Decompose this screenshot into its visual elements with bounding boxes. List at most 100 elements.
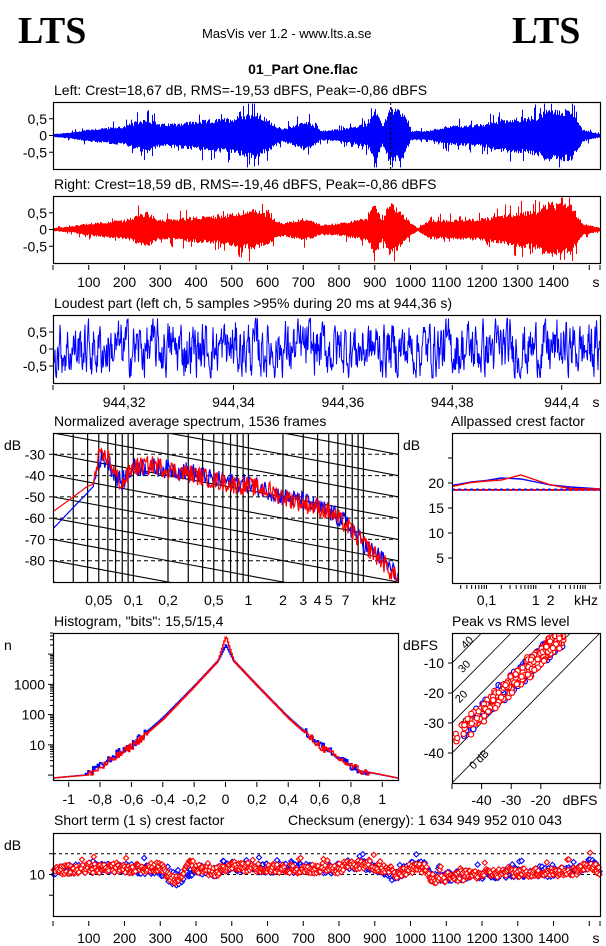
short-term-point-right xyxy=(376,858,384,865)
short-term-point-right xyxy=(297,854,305,862)
histogram-xtick-label: 0,4 xyxy=(278,791,298,807)
short-term-xtick-label: 1300 xyxy=(502,930,533,946)
left-waveform-ytick-label: -0,5 xyxy=(23,144,47,160)
right-waveform-ytick-label: 0,5 xyxy=(28,205,48,221)
peak-rms-point-right xyxy=(481,712,488,719)
peak-rms-point-right xyxy=(512,671,519,678)
peak-rms-point-right xyxy=(543,643,550,650)
spectrum-xtick-label: 0,2 xyxy=(158,592,178,608)
peak-rms-point-right xyxy=(518,673,525,680)
right-waveform-xtick-label: 500 xyxy=(220,274,244,290)
logo-left: LTS xyxy=(18,10,87,52)
peak-vs-rms: 0 dB10203040dBFS-10-20-30-40-40-30-20dBF… xyxy=(403,632,602,808)
spectrum-xlabel: kHz xyxy=(372,592,396,608)
peak-rms-plot: 0 dB10203040 xyxy=(452,633,600,783)
spectrum-xtick-label: 5 xyxy=(325,592,333,608)
short-term-ytick-label: 10 xyxy=(29,867,45,883)
peak-rms-point-right xyxy=(460,730,467,738)
peak-rms-title: Peak vs RMS level xyxy=(452,613,570,629)
short-term-xtick-label: 600 xyxy=(256,930,280,946)
spectrum-ytick-label: -30 xyxy=(25,446,45,462)
allpassed-xlabel: kHz xyxy=(574,592,598,608)
short-term-point-right xyxy=(180,870,187,878)
spectrum-ytick-label: -80 xyxy=(25,553,45,569)
short-term-point-right xyxy=(442,878,449,886)
peak-rms-crest-line xyxy=(452,633,542,724)
spectrum-title: Normalized average spectrum, 1536 frames xyxy=(54,413,327,429)
peak-rms-point-right xyxy=(531,666,538,674)
right-waveform-ytick-label: 0 xyxy=(39,222,47,238)
histogram-ytick-label: 100 xyxy=(22,707,46,723)
allpassed-ytick-label: 10 xyxy=(428,525,444,541)
short-term-point-right xyxy=(244,859,252,867)
histogram-xtick-label: -0,2 xyxy=(182,791,206,807)
short-term-point-left xyxy=(474,861,482,869)
peak-rms-point-right xyxy=(497,694,505,701)
loudest-part-xtick-label: 944,34 xyxy=(212,394,255,410)
peak-rms-ylabel: dBFS xyxy=(403,637,438,653)
loudest-part-xtick-label: 944,4 xyxy=(544,394,579,410)
short-term-point-right xyxy=(423,863,430,871)
short-term-point-left xyxy=(359,850,367,858)
short-term-xtick-label: 1100 xyxy=(431,930,461,946)
histogram-xtick-label: 0,2 xyxy=(247,791,267,807)
short-term-point-right xyxy=(366,857,374,865)
peak-rms-point-right xyxy=(473,715,481,722)
peak-rms-crest-line xyxy=(452,633,512,694)
peak-rms-xtick-label: -20 xyxy=(531,792,551,808)
loudest-part-xtick-label: 944,38 xyxy=(431,394,474,410)
histogram-ytick-label: 10 xyxy=(29,737,45,753)
spectrum-xtick-label: 0,5 xyxy=(204,592,224,608)
peak-rms-crest-line xyxy=(452,633,600,783)
peak-rms-frame xyxy=(451,632,602,785)
histogram-series-right xyxy=(52,636,399,779)
histogram-xtick-label: -1 xyxy=(62,791,75,807)
short-term-point-right xyxy=(339,866,347,874)
spectrum-xtick-label: 0,1 xyxy=(124,592,144,608)
short-term-point-right xyxy=(189,857,197,865)
peak-rms-point-right xyxy=(475,708,482,715)
short-term-point-right xyxy=(90,853,98,861)
short-term-point-right xyxy=(75,868,83,876)
allpassed-xtick-label: 0,1 xyxy=(477,592,497,608)
spectrum-plot xyxy=(53,433,398,582)
short-term-point-left xyxy=(412,851,420,858)
peak-rms-point-right xyxy=(454,734,461,742)
right-waveform-xtick-label: 1000 xyxy=(395,274,426,290)
short-term-point-right xyxy=(437,863,445,871)
short-term-xtick-label: 800 xyxy=(327,930,351,946)
allpassed-ytick-label: 20 xyxy=(428,475,444,491)
right-waveform-xlabel: s xyxy=(593,274,600,290)
peak-rms-point-right xyxy=(546,638,554,645)
allpassed-xtick-label: 2 xyxy=(547,592,555,608)
peak-rms-crest-line xyxy=(452,633,483,664)
short-term-point-right xyxy=(592,860,600,868)
peak-rms-point-right xyxy=(556,635,563,642)
short-term-xtick-label: 700 xyxy=(292,930,316,946)
short-term-point-right xyxy=(543,859,551,866)
right-waveform-xtick-label: 1200 xyxy=(466,274,497,290)
peak-rms-point-right xyxy=(464,715,471,723)
short-term-point-right xyxy=(393,874,401,882)
peak-rms-ytick-label: -30 xyxy=(424,715,444,731)
loudest-part-xlabel: s xyxy=(593,394,600,410)
right-waveform-xtick-label: 100 xyxy=(77,274,101,290)
peak-rms-point-right xyxy=(495,689,502,696)
loudest-part-xtick-label: 944,36 xyxy=(321,394,364,410)
logo-right: LTS xyxy=(512,10,581,52)
peak-rms-point-right xyxy=(549,644,557,652)
short-term-point-right xyxy=(215,870,223,877)
peak-rms-point-right xyxy=(508,689,516,696)
spectrum-series-right xyxy=(53,446,398,582)
short-term-xtick-label: 1000 xyxy=(395,930,426,946)
spectrum-slope-line xyxy=(53,560,172,582)
histogram: n 1000 100 10 -1 -0,8 -0,6 -0,4 -0,2 0 0,2 0,4 0,6 0,… xyxy=(4,632,400,807)
short-term-point-right xyxy=(324,857,331,864)
spectrum-slope-line xyxy=(53,538,287,582)
short-term-xtick-label: 500 xyxy=(220,930,244,946)
spectrum-xtick-label: 1 xyxy=(244,592,252,608)
histogram-xtick-label: 0,8 xyxy=(341,791,361,807)
allpassed-title: Allpassed crest factor xyxy=(451,413,585,429)
spectrum-ytick-label: -60 xyxy=(25,510,45,526)
peak-rms-point-right xyxy=(524,671,532,678)
